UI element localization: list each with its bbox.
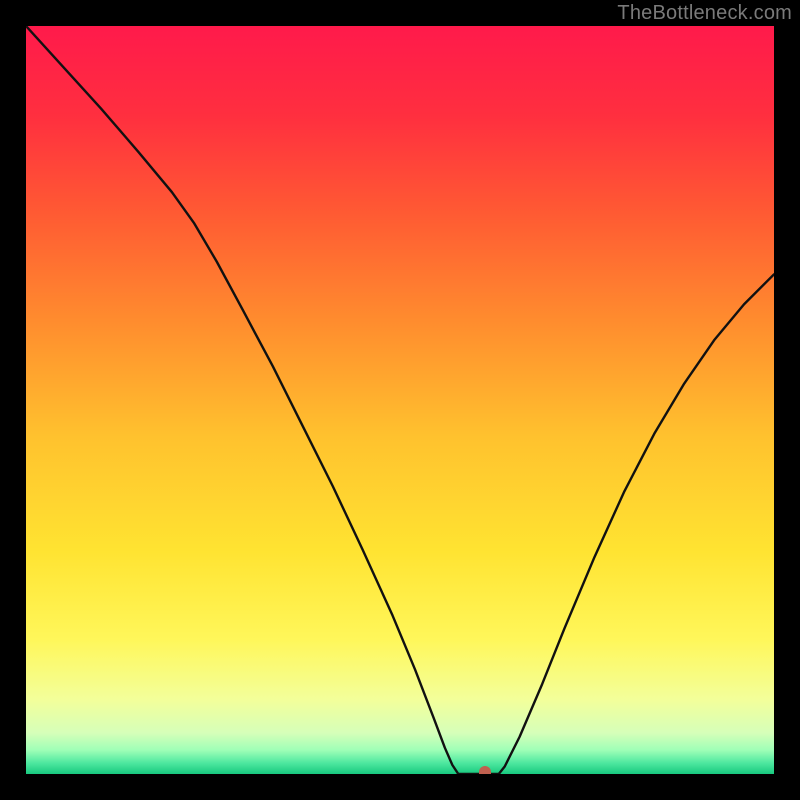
- frame-left: [0, 0, 26, 800]
- frame-bottom: [0, 774, 800, 800]
- chart-background: [26, 26, 774, 774]
- chart-svg: [26, 26, 774, 774]
- watermark-text: TheBottleneck.com: [617, 2, 792, 25]
- chart-plot-area: [26, 26, 774, 774]
- frame-right: [774, 0, 800, 800]
